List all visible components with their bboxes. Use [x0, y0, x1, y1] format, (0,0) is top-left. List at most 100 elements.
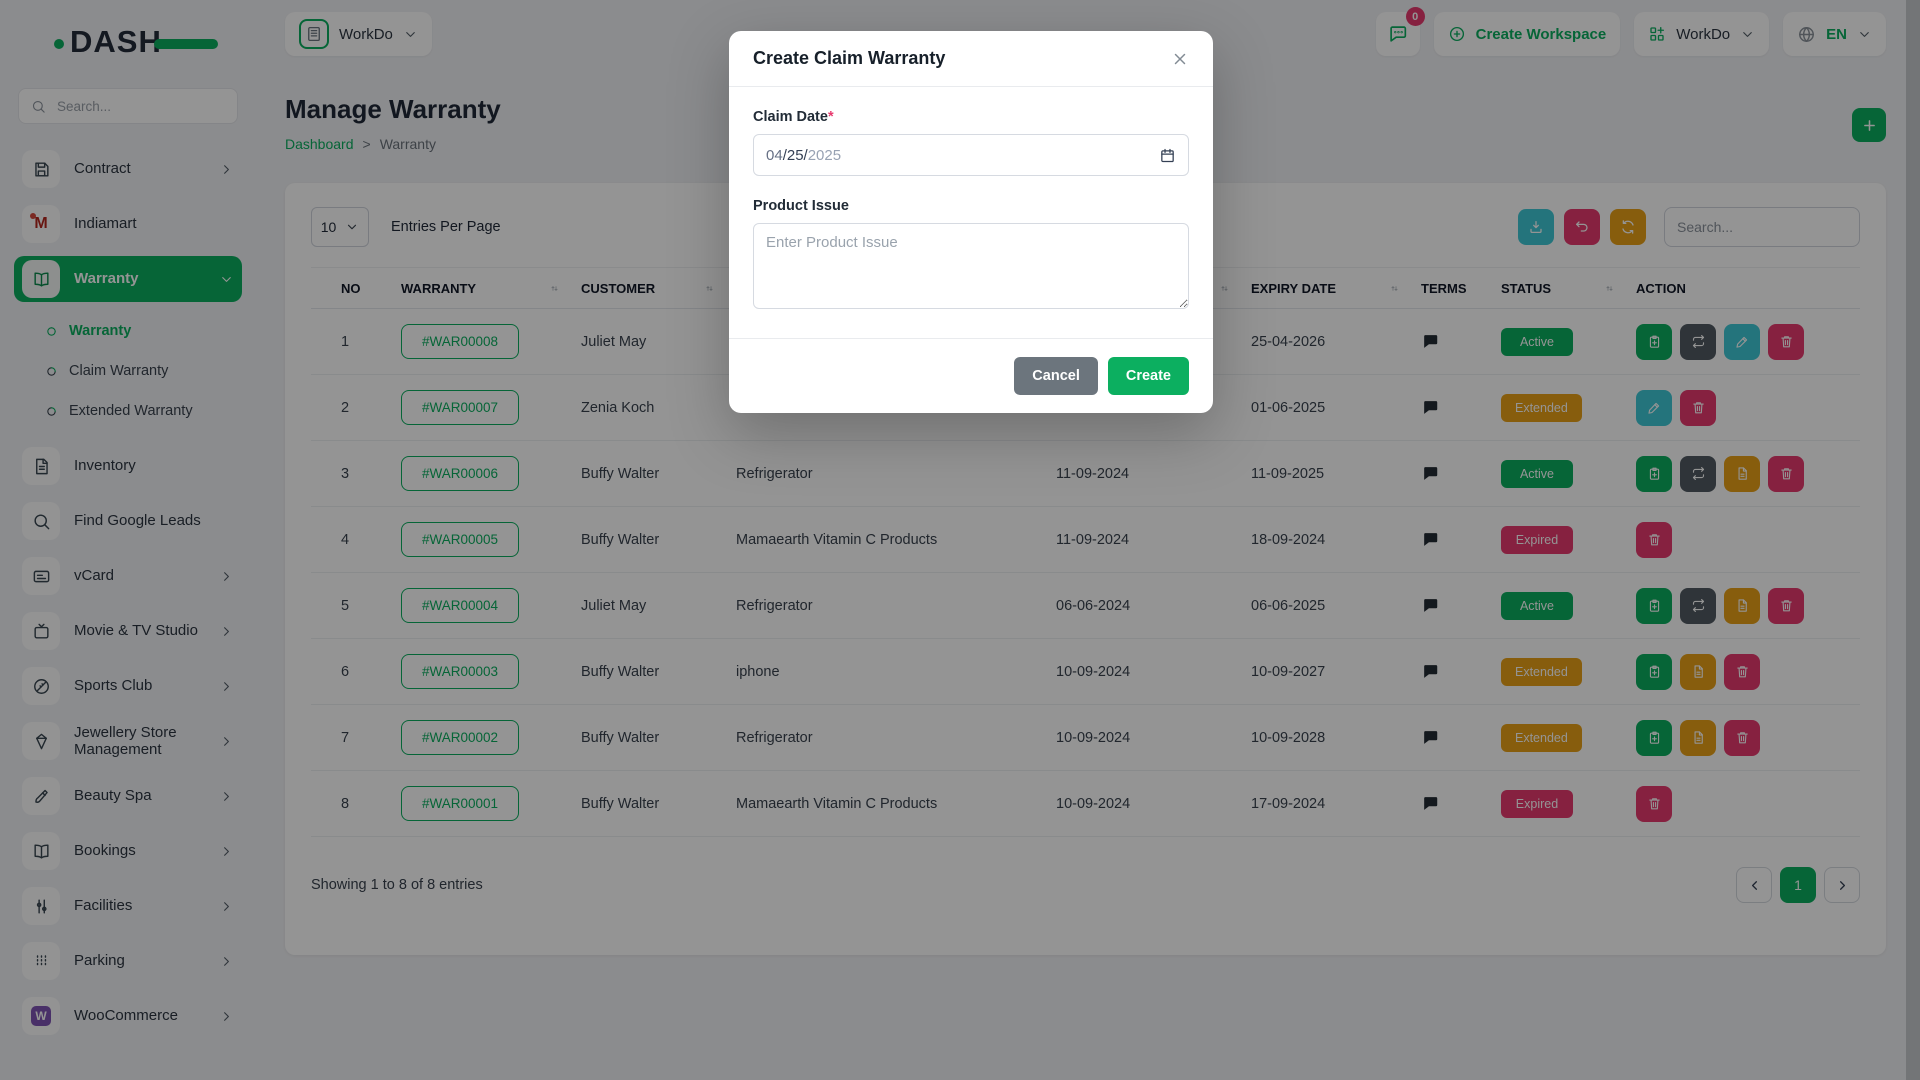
create-button[interactable]: Create — [1107, 357, 1189, 395]
terms-comment-icon[interactable] — [1421, 596, 1501, 615]
file-action-button[interactable] — [1724, 587, 1760, 624]
chat-bubble-icon — [1387, 23, 1409, 45]
sidebar-item-contract[interactable]: Contract — [14, 146, 242, 192]
cell-no: 5 — [341, 597, 350, 614]
terms-comment-icon[interactable] — [1421, 662, 1501, 681]
edit-action-button[interactable] — [1724, 323, 1760, 360]
breadcrumb: Dashboard > Warranty — [285, 136, 501, 152]
pagination-prev-button[interactable] — [1736, 867, 1772, 903]
cancel-button[interactable]: Cancel — [1014, 357, 1098, 395]
claim-action-button[interactable] — [1636, 719, 1672, 756]
pagination-next-button[interactable] — [1824, 867, 1860, 903]
edit-action-button[interactable] — [1636, 389, 1672, 426]
sidebar-subitem-claim-warranty[interactable]: Claim Warranty — [0, 351, 256, 391]
claim-date-input[interactable]: 04/25/2025 — [753, 134, 1189, 176]
delete-action-button[interactable] — [1768, 455, 1804, 492]
terms-comment-icon[interactable] — [1421, 530, 1501, 549]
delete-action-button[interactable] — [1636, 521, 1672, 558]
delete-action-button[interactable] — [1680, 389, 1716, 426]
warranty-number-link[interactable]: #WAR00005 — [401, 522, 519, 557]
search-icon-box — [22, 502, 60, 540]
sidebar-item-beauty-spa[interactable]: Beauty Spa — [14, 773, 242, 819]
warranty-number-link[interactable]: #WAR00007 — [401, 390, 519, 425]
chat-filled-icon — [1424, 533, 1438, 546]
cell-purchase-date: 06-06-2024 — [1056, 597, 1131, 614]
sidebar-search[interactable] — [18, 88, 238, 124]
sidebar-item-vcard[interactable]: vCard — [14, 553, 242, 599]
add-warranty-button[interactable] — [1852, 108, 1886, 142]
sidebar-search-input[interactable] — [55, 97, 225, 115]
user-menu[interactable]: WorkDo — [1634, 12, 1770, 56]
sidebar-item-parking[interactable]: Parking — [14, 938, 242, 984]
warranty-number-link[interactable]: #WAR00001 — [401, 786, 519, 821]
column-header-status[interactable]: STATUS — [1501, 281, 1636, 296]
sidebar-subitem-label: Extended Warranty — [69, 403, 193, 419]
terms-comment-icon[interactable] — [1421, 728, 1501, 747]
breadcrumb-dashboard-link[interactable]: Dashboard — [285, 136, 354, 152]
claim-action-button[interactable] — [1636, 323, 1672, 360]
cell-expiry-date: 11-09-2025 — [1251, 465, 1325, 482]
repeat-action-button[interactable] — [1680, 455, 1716, 492]
sidebar-item-find-google-leads[interactable]: Find Google Leads — [14, 498, 242, 544]
workspace-switcher[interactable]: WorkDo — [285, 12, 432, 56]
delete-action-button[interactable] — [1724, 719, 1760, 756]
sidebar-item-indiamart[interactable]: M Indiamart — [14, 201, 242, 247]
scrollbar[interactable] — [1906, 0, 1920, 1080]
sidebar-subitem-warranty[interactable]: Warranty — [0, 311, 256, 351]
entries-per-page-select[interactable]: 10 — [311, 207, 369, 247]
claim-action-button[interactable] — [1636, 587, 1672, 624]
plus-icon — [1863, 119, 1875, 131]
sidebar-item-bookings[interactable]: Bookings — [14, 828, 242, 874]
file-action-button[interactable] — [1680, 653, 1716, 690]
terms-comment-icon[interactable] — [1421, 332, 1501, 351]
messenger-button[interactable]: 0 — [1375, 7, 1425, 56]
sidebar-item-movie-tv-studio[interactable]: Movie & TV Studio — [14, 608, 242, 654]
sidebar-item-sports-club[interactable]: Sports Club — [14, 663, 242, 709]
terms-comment-icon[interactable] — [1421, 794, 1501, 813]
required-asterisk: * — [827, 109, 834, 125]
sidebar-item-woocommerce[interactable]: W WooCommerce — [14, 993, 242, 1039]
file-action-button[interactable] — [1680, 719, 1716, 756]
column-header-warranty[interactable]: WARRANTY — [401, 281, 581, 296]
product-issue-label: Product Issue — [753, 198, 849, 214]
pagination-page-1[interactable]: 1 — [1780, 867, 1816, 903]
sidebar-item-warranty[interactable]: Warranty — [14, 256, 242, 302]
warranty-number-link[interactable]: #WAR00003 — [401, 654, 519, 689]
delete-action-button[interactable] — [1768, 323, 1804, 360]
language-selector[interactable]: EN — [1783, 12, 1886, 56]
create-workspace-button[interactable]: Create Workspace — [1433, 12, 1621, 56]
file-action-button[interactable] — [1724, 455, 1760, 492]
sidebar-item-inventory[interactable]: Inventory — [14, 443, 242, 489]
warranty-number-link[interactable]: #WAR00008 — [401, 324, 519, 359]
warranty-number-link[interactable]: #WAR00004 — [401, 588, 519, 623]
warranty-number-link[interactable]: #WAR00002 — [401, 720, 519, 755]
delete-action-button[interactable] — [1768, 587, 1804, 624]
column-header-customer[interactable]: CUSTOMER — [581, 281, 736, 296]
repeat-action-button[interactable] — [1680, 587, 1716, 624]
table-search-input[interactable] — [1664, 207, 1860, 247]
undo-button[interactable] — [1564, 209, 1600, 245]
terms-comment-icon[interactable] — [1421, 464, 1501, 483]
claim-action-button[interactable] — [1636, 653, 1672, 690]
warranty-number-link[interactable]: #WAR00006 — [401, 456, 519, 491]
refresh-button[interactable] — [1610, 209, 1646, 245]
row-actions — [1636, 455, 1860, 492]
sidebar-item-label: Contract — [74, 160, 131, 178]
sidebar-item-facilities[interactable]: Facilities — [14, 883, 242, 929]
delete-action-button[interactable] — [1724, 653, 1760, 690]
column-header-expiry-date[interactable]: EXPIRY DATE — [1251, 281, 1421, 296]
row-actions — [1636, 653, 1860, 690]
close-icon[interactable] — [1171, 50, 1189, 68]
terms-comment-icon[interactable] — [1421, 398, 1501, 417]
repeat-action-button[interactable] — [1680, 323, 1716, 360]
table-row: 6 #WAR00003 Buffy Walter iphone 10-09-2024 10… — [311, 639, 1860, 705]
woocommerce-logo-icon: W — [31, 1006, 51, 1026]
sidebar-subitem-extended-warranty[interactable]: Extended Warranty — [0, 391, 256, 431]
claim-action-button[interactable] — [1636, 455, 1672, 492]
sidebar-item-jewellery-store-management[interactable]: Jewellery Store Management — [14, 718, 242, 764]
calendar-icon[interactable] — [1159, 147, 1176, 164]
delete-action-button[interactable] — [1636, 785, 1672, 822]
column-header-hidden-4[interactable] — [1056, 282, 1251, 295]
product-issue-textarea[interactable] — [753, 223, 1189, 309]
export-button[interactable] — [1518, 209, 1554, 245]
